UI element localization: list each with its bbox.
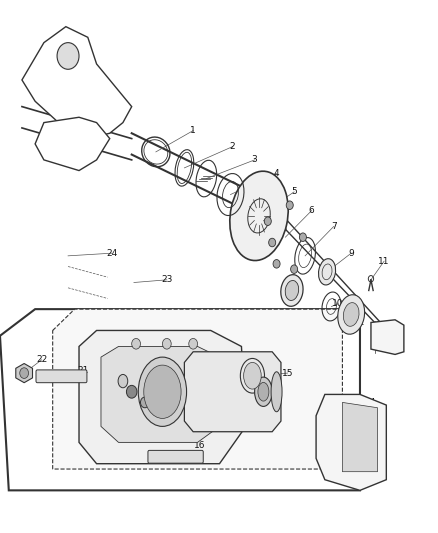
Text: 14: 14 (364, 398, 376, 407)
Circle shape (126, 385, 137, 398)
Ellipse shape (144, 365, 181, 418)
Ellipse shape (257, 383, 268, 401)
Text: 23: 23 (161, 276, 172, 284)
Text: 17: 17 (167, 411, 179, 420)
Ellipse shape (229, 171, 288, 261)
Text: 5: 5 (290, 188, 297, 196)
Circle shape (140, 397, 149, 408)
Polygon shape (35, 117, 110, 171)
Circle shape (188, 338, 197, 349)
Ellipse shape (240, 358, 264, 393)
Text: 12: 12 (353, 318, 365, 327)
Polygon shape (53, 309, 342, 469)
Text: 21: 21 (78, 366, 89, 375)
Text: 8: 8 (295, 282, 301, 291)
Polygon shape (370, 320, 403, 354)
Ellipse shape (285, 280, 298, 301)
Text: 3: 3 (251, 156, 257, 164)
Polygon shape (22, 27, 131, 139)
Circle shape (299, 233, 306, 241)
Text: 10: 10 (332, 300, 343, 308)
Polygon shape (79, 330, 245, 464)
Polygon shape (315, 394, 385, 490)
Circle shape (131, 338, 140, 349)
Ellipse shape (138, 357, 186, 426)
FancyBboxPatch shape (148, 450, 203, 463)
Ellipse shape (243, 362, 261, 389)
Ellipse shape (280, 274, 302, 306)
Polygon shape (0, 309, 359, 490)
Ellipse shape (318, 259, 335, 285)
Text: 11: 11 (378, 257, 389, 265)
Text: 6: 6 (308, 206, 314, 215)
Polygon shape (342, 402, 377, 472)
Polygon shape (101, 346, 219, 442)
Polygon shape (16, 364, 32, 383)
Text: 20: 20 (124, 372, 135, 380)
Circle shape (272, 260, 279, 268)
Text: 22: 22 (36, 356, 47, 364)
FancyBboxPatch shape (36, 370, 87, 383)
Circle shape (290, 265, 297, 273)
Text: 16: 16 (194, 441, 205, 449)
Ellipse shape (337, 295, 364, 334)
Ellipse shape (271, 372, 282, 411)
Text: 7: 7 (330, 222, 336, 231)
Circle shape (286, 201, 293, 209)
Text: 13: 13 (386, 337, 398, 345)
Text: 1: 1 (190, 126, 196, 135)
Circle shape (268, 238, 275, 247)
Text: 9: 9 (347, 249, 353, 257)
Text: 18: 18 (156, 393, 168, 401)
Text: 4: 4 (273, 169, 279, 177)
Text: 24: 24 (106, 249, 117, 257)
Text: 19: 19 (143, 384, 155, 392)
Circle shape (57, 43, 79, 69)
Text: 2: 2 (230, 142, 235, 151)
Circle shape (264, 217, 271, 225)
Polygon shape (184, 352, 280, 432)
Text: 15: 15 (281, 369, 293, 377)
Circle shape (162, 338, 171, 349)
Circle shape (20, 368, 28, 378)
Ellipse shape (118, 374, 127, 388)
Ellipse shape (254, 377, 272, 406)
Ellipse shape (343, 303, 358, 326)
